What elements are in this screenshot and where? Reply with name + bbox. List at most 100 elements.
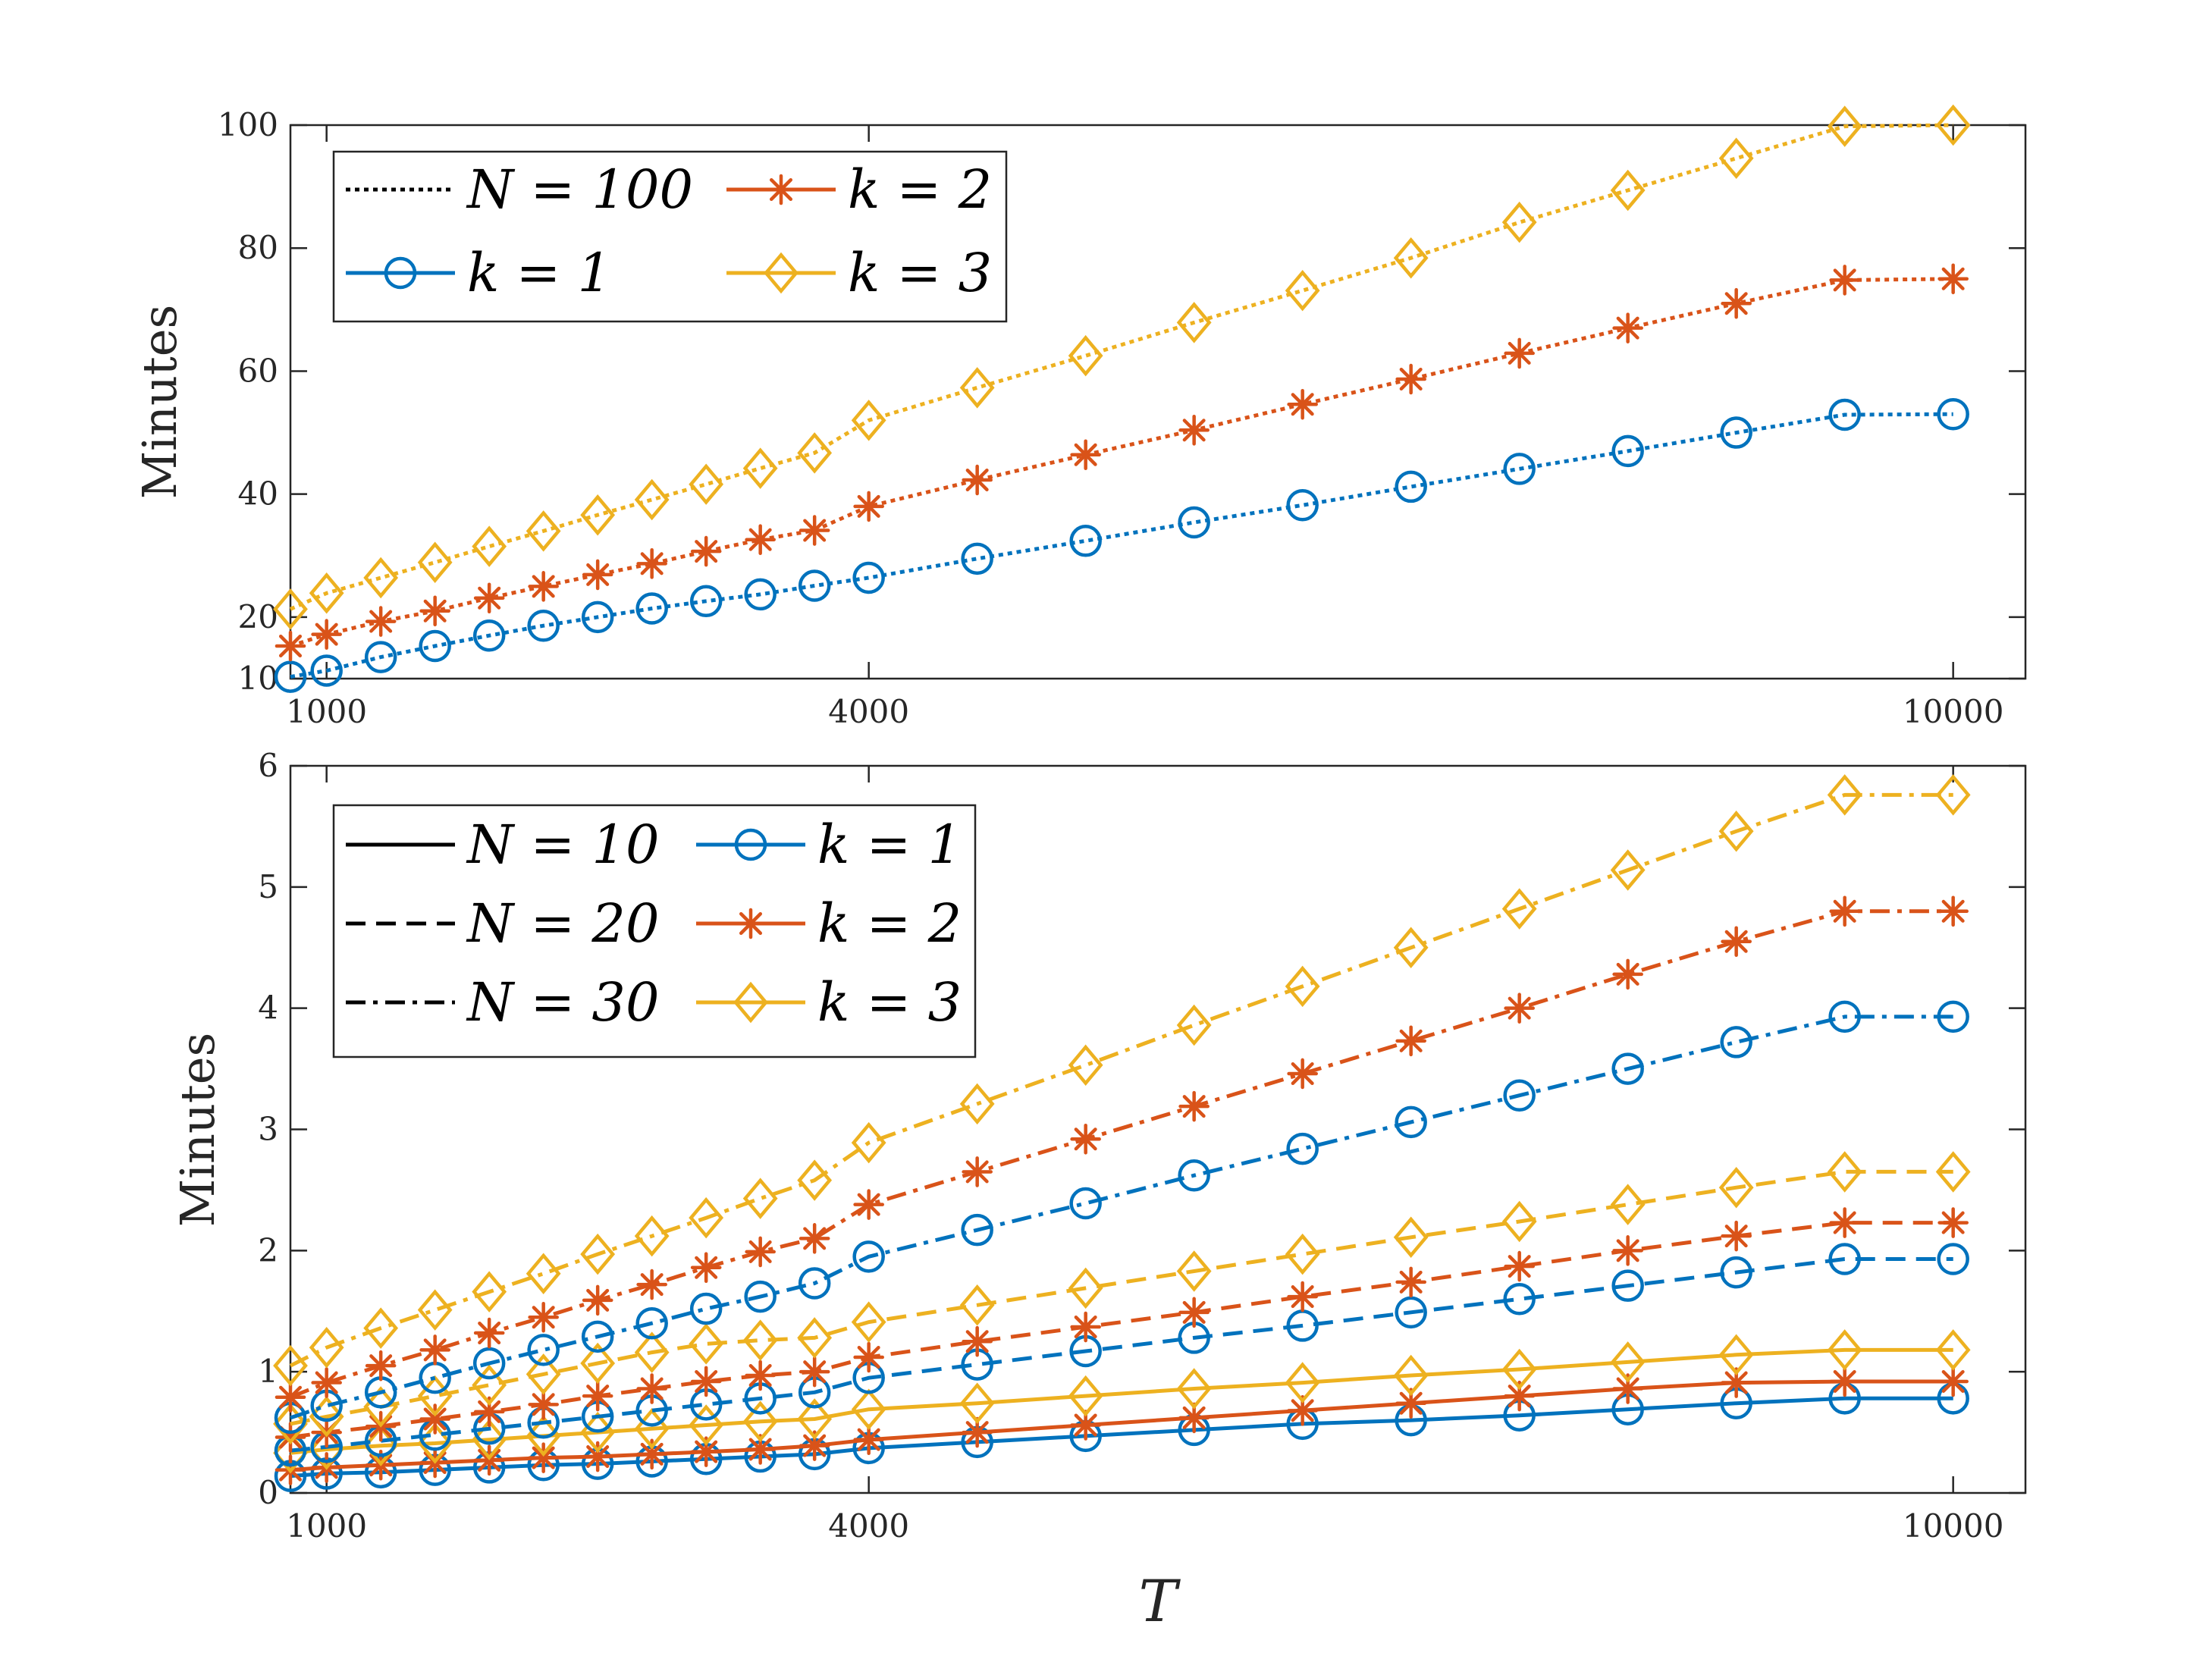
top-legend-item: k = 3 bbox=[726, 242, 992, 304]
bottom-data-point-stroke bbox=[803, 1227, 827, 1250]
bottom-ytick-label: 3 bbox=[258, 1111, 278, 1148]
bottom-data-point-stroke bbox=[965, 1421, 989, 1444]
top-data-point bbox=[634, 478, 670, 521]
top-legend-swatch-marker-stroke bbox=[769, 177, 793, 202]
bottom-data-point-stroke bbox=[1399, 1270, 1423, 1294]
bottom-data-point bbox=[363, 1307, 399, 1349]
bottom-data-point bbox=[635, 1306, 668, 1340]
bottom-data-point bbox=[419, 1334, 450, 1366]
bottom-legend-swatch-marker bbox=[733, 981, 768, 1024]
bottom-data-point bbox=[1070, 1311, 1101, 1343]
bottom-legend-swatch-marker-stroke bbox=[739, 911, 763, 936]
bottom-xtick-label: 1000 bbox=[286, 1507, 367, 1545]
top-data-point bbox=[959, 367, 995, 409]
bottom-data-point-stroke bbox=[1074, 1127, 1097, 1151]
top-data-point bbox=[472, 619, 506, 652]
bottom-data-point bbox=[1503, 1079, 1536, 1112]
bottom-data-point-stroke bbox=[965, 1330, 989, 1353]
bottom-legend-item: k = 2 bbox=[696, 892, 962, 955]
top-data-point bbox=[1829, 265, 1860, 296]
bottom-data-point-stroke bbox=[1616, 1377, 1639, 1400]
bottom-data-point bbox=[799, 1356, 830, 1388]
top-ytick-label: 80 bbox=[238, 229, 278, 266]
top-data-point bbox=[365, 606, 397, 637]
bottom-data-point bbox=[1935, 774, 1971, 816]
bottom-data-point bbox=[634, 1331, 670, 1373]
top-legend-label: k = 3 bbox=[848, 242, 992, 304]
bottom-legend-item: k = 3 bbox=[696, 971, 962, 1033]
bottom-data-point bbox=[1720, 1026, 1752, 1058]
bottom-data-point bbox=[580, 1342, 616, 1385]
bottom-data-point bbox=[1829, 1207, 1860, 1238]
top-data-point bbox=[311, 619, 342, 650]
bottom-data-point bbox=[742, 1400, 778, 1442]
bottom-data-point bbox=[1287, 1058, 1318, 1090]
top-y-axis-label: Minutes bbox=[132, 305, 187, 500]
bottom-legend-label: k = 3 bbox=[817, 971, 962, 1033]
bottom-data-point bbox=[1395, 1025, 1426, 1057]
bottom-data-point bbox=[365, 1350, 397, 1381]
bottom-data-point bbox=[528, 1442, 559, 1473]
top-legend-item: N = 100 bbox=[346, 158, 693, 221]
bottom-data-point-stroke bbox=[1182, 1406, 1206, 1429]
bottom-data-point bbox=[690, 1252, 722, 1284]
top-data-point bbox=[527, 609, 560, 642]
bottom-data-point bbox=[1069, 1187, 1102, 1220]
top-data-point bbox=[1069, 525, 1102, 557]
top-legend-label: k = 1 bbox=[467, 242, 611, 304]
top-data-point bbox=[1720, 416, 1752, 449]
bottom-data-point-stroke bbox=[1291, 1062, 1314, 1085]
bottom-data-point bbox=[581, 1320, 614, 1353]
top-data-point bbox=[689, 585, 723, 618]
bottom-data-point bbox=[473, 1396, 505, 1428]
bottom-data-point bbox=[797, 1317, 833, 1359]
bottom-data-point bbox=[959, 1382, 995, 1424]
top-data-point bbox=[745, 524, 776, 555]
bottom-data-point bbox=[1937, 895, 1969, 927]
bottom-x-axis-label: T bbox=[1139, 1567, 1181, 1635]
bottom-data-point-stroke bbox=[1833, 1369, 1856, 1393]
top-data-point bbox=[1504, 337, 1535, 369]
bottom-data-point bbox=[799, 1223, 830, 1254]
top-xtick-label: 4000 bbox=[828, 693, 909, 730]
bottom-ytick-label: 2 bbox=[258, 1231, 278, 1269]
bottom-data-point bbox=[473, 1317, 505, 1349]
bottom-ytick-label: 5 bbox=[258, 868, 278, 905]
bottom-data-point bbox=[1721, 926, 1752, 958]
bottom-data-point bbox=[1176, 1250, 1212, 1292]
bottom-data-point bbox=[1395, 1296, 1427, 1329]
bottom-data-point bbox=[1720, 1256, 1752, 1289]
bottom-data-point bbox=[528, 1389, 559, 1420]
bottom-data-point bbox=[1503, 1283, 1536, 1316]
bottom-data-point bbox=[1070, 1123, 1101, 1155]
bottom-data-point-stroke bbox=[1833, 899, 1856, 923]
bottom-series-line bbox=[290, 1347, 1953, 1455]
bottom-data-point bbox=[1937, 1366, 1969, 1397]
top-data-point bbox=[962, 464, 993, 496]
bottom-data-point bbox=[1829, 1366, 1860, 1397]
top-data-point bbox=[1068, 334, 1103, 377]
bottom-data-point-stroke bbox=[1941, 1369, 1965, 1393]
bottom-data-point-stroke bbox=[640, 1377, 664, 1400]
bottom-data-point bbox=[1286, 1132, 1319, 1165]
bottom-data-point bbox=[1935, 1151, 1971, 1193]
bottom-legend-item: N = 20 bbox=[346, 892, 659, 955]
bottom-data-point bbox=[1827, 774, 1862, 816]
top-data-point bbox=[852, 561, 885, 594]
bottom-data-point bbox=[1827, 1329, 1862, 1371]
top-data-point-stroke bbox=[369, 610, 393, 633]
top-ytick-label: 60 bbox=[238, 352, 278, 389]
bottom-data-point-stroke bbox=[1941, 1211, 1965, 1234]
top-data-point bbox=[690, 535, 722, 567]
bottom-data-point bbox=[745, 1360, 776, 1391]
bottom-data-point bbox=[1178, 1297, 1210, 1328]
bottom-data-point bbox=[851, 1388, 886, 1430]
top-ytick-label: 100 bbox=[218, 106, 278, 143]
bottom-data-point-stroke bbox=[1291, 1285, 1314, 1309]
bottom-data-point bbox=[742, 1178, 778, 1219]
top-data-point bbox=[419, 595, 450, 627]
top-legend-label: k = 2 bbox=[848, 158, 992, 221]
top-data-point bbox=[1610, 169, 1646, 212]
top-series bbox=[273, 104, 1971, 693]
